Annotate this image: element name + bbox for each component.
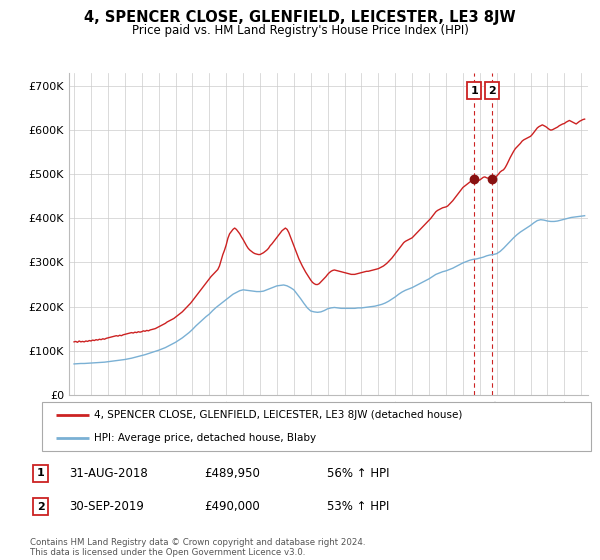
Text: 4, SPENCER CLOSE, GLENFIELD, LEICESTER, LE3 8JW: 4, SPENCER CLOSE, GLENFIELD, LEICESTER, … <box>84 11 516 25</box>
Text: Contains HM Land Registry data © Crown copyright and database right 2024.
This d: Contains HM Land Registry data © Crown c… <box>30 538 365 557</box>
Text: Price paid vs. HM Land Registry's House Price Index (HPI): Price paid vs. HM Land Registry's House … <box>131 24 469 38</box>
Text: £490,000: £490,000 <box>204 500 260 514</box>
Text: 2: 2 <box>37 502 44 512</box>
Text: 53% ↑ HPI: 53% ↑ HPI <box>327 500 389 514</box>
Text: 1: 1 <box>470 86 478 96</box>
Text: 31-AUG-2018: 31-AUG-2018 <box>69 466 148 480</box>
Text: HPI: Average price, detached house, Blaby: HPI: Average price, detached house, Blab… <box>94 433 316 444</box>
Text: 2: 2 <box>488 86 496 96</box>
Text: 1: 1 <box>37 468 44 478</box>
Text: 30-SEP-2019: 30-SEP-2019 <box>69 500 144 514</box>
Text: 56% ↑ HPI: 56% ↑ HPI <box>327 466 389 480</box>
Text: £489,950: £489,950 <box>204 466 260 480</box>
Text: 4, SPENCER CLOSE, GLENFIELD, LEICESTER, LE3 8JW (detached house): 4, SPENCER CLOSE, GLENFIELD, LEICESTER, … <box>94 410 463 421</box>
